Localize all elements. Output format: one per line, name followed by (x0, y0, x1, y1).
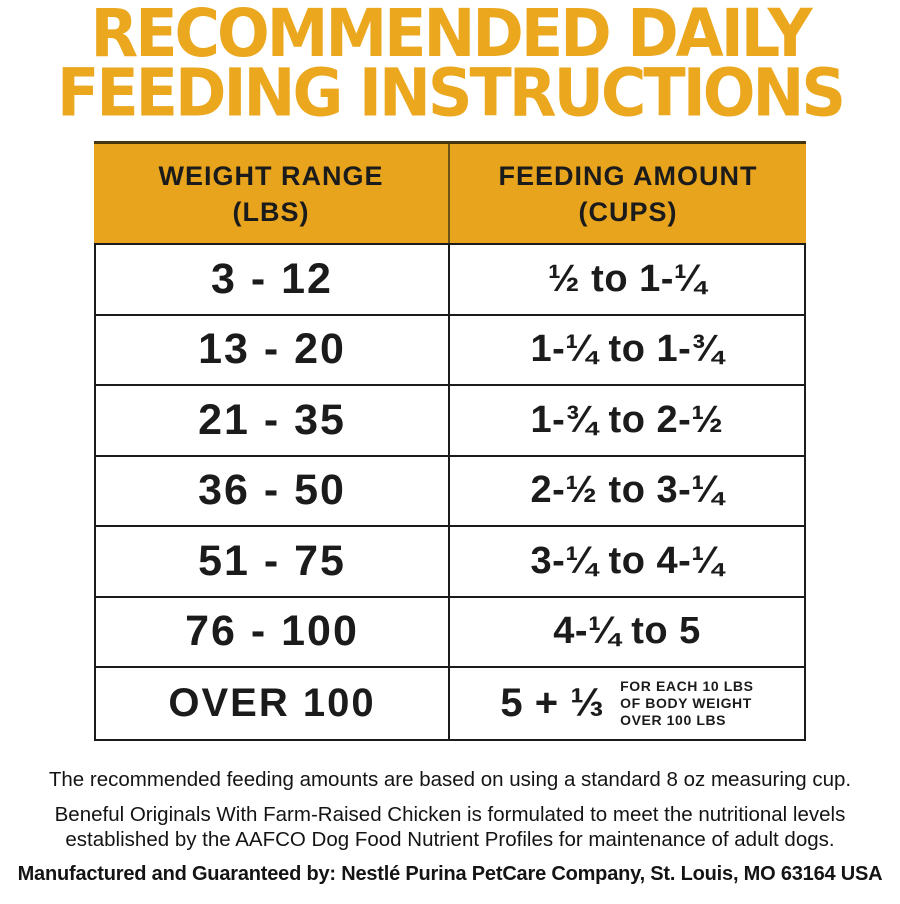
column-header-weight-range-label: WEIGHT RANGE (158, 160, 384, 191)
footnote-measuring-cup: The recommended feeding amounts are base… (48, 768, 852, 791)
table-row: 21 - 35 1-¾ to 2-½ (96, 386, 804, 457)
weight-range-value: 76 - 100 (96, 597, 450, 666)
weight-range-value: 36 - 50 (96, 456, 450, 525)
page-title: RECOMMENDED DAILY FEEDING INSTRUCTIONS (0, 0, 900, 132)
weight-range-value: 51 - 75 (96, 527, 450, 596)
table-row: 13 - 20 1-¼ to 1-¾ (96, 315, 804, 386)
feeding-amount-value: ½ to 1-¼ (547, 257, 707, 300)
page-title-line-1: RECOMMENDED DAILY (90, 0, 812, 72)
feeding-table-header: WEIGHT RANGE (LBS) FEEDING AMOUNT (CUPS) (94, 141, 806, 243)
page-title-line-2: FEEDING INSTRUCTIONS (56, 53, 846, 132)
table-row: 3 - 12 ½ to 1-¼ (96, 245, 804, 316)
table-row: 36 - 50 2-½ to 3-¼ (96, 456, 804, 527)
footnote-aafco: Beneful Originals With Farm-Raised Chick… (0, 802, 900, 852)
feeding-amount-value: 4-¼ to 5 (553, 610, 701, 653)
table-row: 51 - 75 3-¼ to 4-¼ (96, 527, 804, 598)
footnotes: The recommended feeding amounts are base… (0, 767, 900, 887)
feeding-amount-value: 3-¼ to 4-¼ (530, 539, 724, 582)
footnote-aafco-line-2: established by the AAFCO Dog Food Nutrie… (65, 828, 835, 851)
table-row: OVER 100 5 + ⅓ FOR EACH 10 LBS OF BODY W… (96, 668, 804, 739)
footnote-aafco-line-1: Beneful Originals With Farm-Raised Chick… (54, 803, 846, 826)
feeding-amount-value: 1-¾ to 2-½ (530, 398, 724, 441)
feeding-amount-note-line: OVER 100 LBS (620, 712, 727, 728)
weight-range-value: 21 - 35 (96, 386, 450, 455)
column-header-feeding-amount-unit: (CUPS) (578, 196, 678, 227)
weight-range-value: 13 - 20 (96, 315, 450, 384)
column-header-weight-range-unit: (LBS) (232, 196, 310, 227)
footnote-manufacturer: Manufactured and Guaranteed by: Nestlé P… (17, 863, 883, 885)
feeding-amount-note: FOR EACH 10 LBS OF BODY WEIGHT OVER 100 … (620, 678, 753, 729)
feeding-amount-note-line: FOR EACH 10 LBS (620, 678, 754, 694)
feeding-amount-note-line: OF BODY WEIGHT (620, 695, 752, 711)
column-header-feeding-amount-label: FEEDING AMOUNT (498, 160, 758, 191)
feeding-amount-value: 1-¼ to 1-¾ (530, 328, 724, 371)
table-row: 76 - 100 4-¼ to 5 (96, 597, 804, 668)
feeding-amount-base: 5 + ⅓ (500, 681, 605, 725)
feeding-table-body: 3 - 12 ½ to 1-¼ 13 - 20 1-¼ to 1-¾ 21 - … (94, 243, 806, 741)
feeding-table: WEIGHT RANGE (LBS) FEEDING AMOUNT (CUPS)… (94, 141, 806, 741)
column-header-feeding-amount: FEEDING AMOUNT (CUPS) (450, 144, 806, 243)
feeding-amount-value: 2-½ to 3-¼ (530, 469, 724, 512)
feeding-amount-value: 5 + ⅓ FOR EACH 10 LBS OF BODY WEIGHT OVE… (450, 668, 804, 739)
weight-range-value: 3 - 12 (96, 245, 450, 314)
weight-range-value: OVER 100 (96, 668, 450, 739)
column-header-weight-range: WEIGHT RANGE (LBS) (94, 144, 450, 243)
